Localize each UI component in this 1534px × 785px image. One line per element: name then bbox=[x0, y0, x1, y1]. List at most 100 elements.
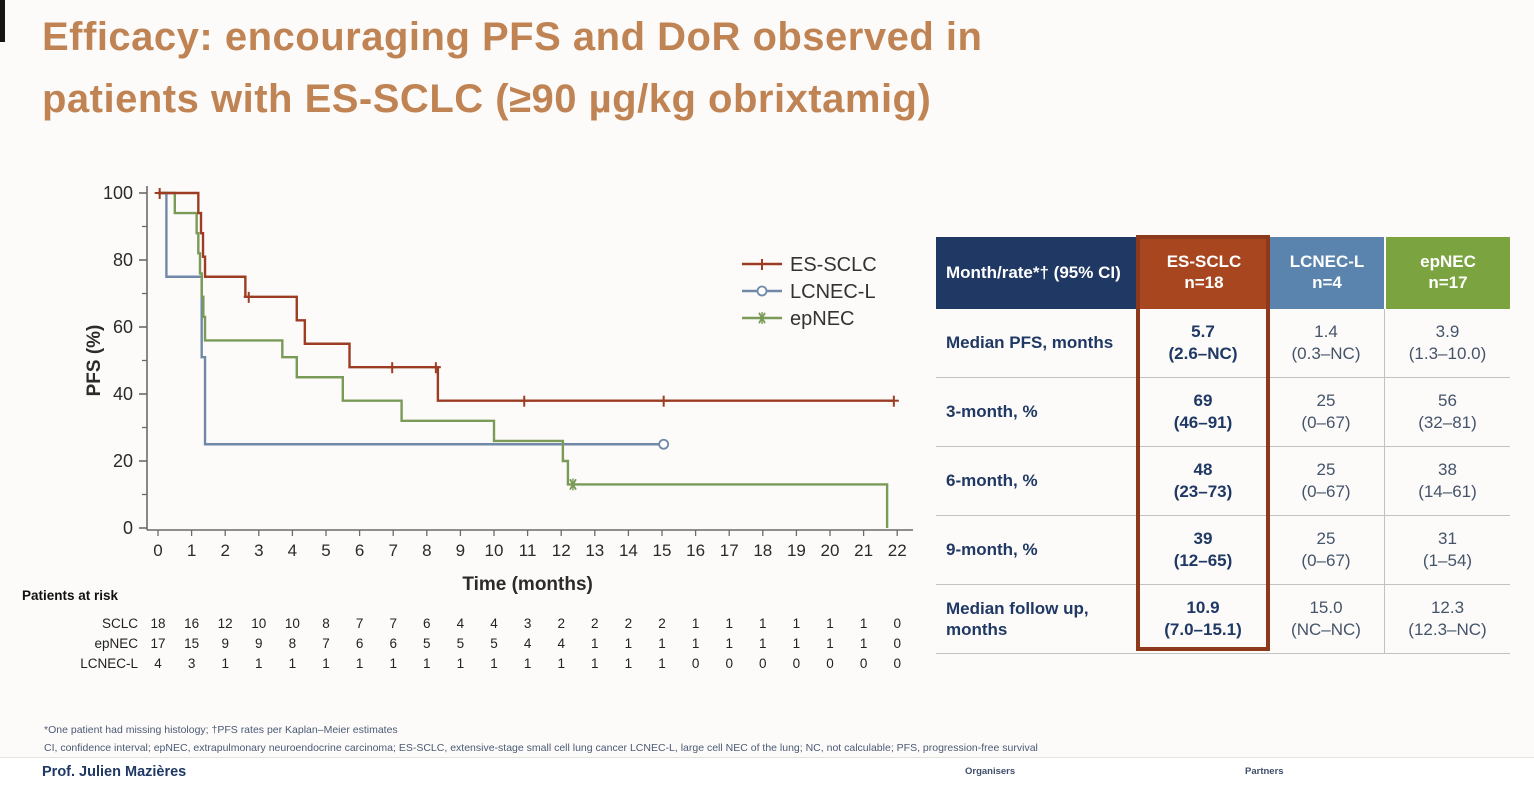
svg-text:1: 1 bbox=[826, 616, 834, 631]
svg-text:6: 6 bbox=[389, 636, 397, 651]
svg-text:22: 22 bbox=[888, 541, 907, 560]
svg-text:7: 7 bbox=[322, 636, 330, 651]
footnotes: *One patient had missing histology; †PFS… bbox=[44, 722, 1494, 758]
svg-text:5: 5 bbox=[457, 636, 465, 651]
svg-text:1: 1 bbox=[423, 656, 431, 671]
svg-text:5: 5 bbox=[490, 636, 498, 651]
svg-text:1: 1 bbox=[255, 656, 263, 671]
svg-text:1: 1 bbox=[692, 616, 700, 631]
svg-text:3: 3 bbox=[254, 541, 263, 560]
patients-at-risk-title: Patients at risk bbox=[22, 588, 119, 603]
svg-text:16: 16 bbox=[686, 541, 705, 560]
svg-text:12: 12 bbox=[552, 541, 571, 560]
legend-label-epnec: epNEC bbox=[790, 308, 854, 330]
x-axis-label: Time (months) bbox=[462, 574, 593, 595]
svg-text:17: 17 bbox=[150, 636, 165, 651]
svg-text:1: 1 bbox=[490, 656, 498, 671]
svg-text:1: 1 bbox=[860, 616, 868, 631]
legend-label-es-sclc: ES-SCLC bbox=[790, 254, 877, 276]
svg-text:15: 15 bbox=[184, 636, 199, 651]
svg-text:1: 1 bbox=[187, 541, 196, 560]
risk-row-label-epnec: epNEC bbox=[94, 636, 138, 651]
svg-text:0: 0 bbox=[860, 656, 868, 671]
svg-text:11: 11 bbox=[519, 541, 537, 560]
svg-text:4: 4 bbox=[457, 616, 465, 631]
svg-text:2: 2 bbox=[625, 616, 633, 631]
svg-text:0: 0 bbox=[153, 541, 162, 560]
svg-text:18: 18 bbox=[150, 616, 165, 631]
svg-text:20: 20 bbox=[113, 451, 133, 471]
svg-text:2: 2 bbox=[658, 616, 666, 631]
presenter-name: Prof. Julien Mazières bbox=[42, 764, 187, 780]
table-header-row: Month/rate*† (95% CI) ES-SCLC n=18 LCNEC… bbox=[936, 237, 1510, 309]
svg-text:100: 100 bbox=[103, 183, 133, 203]
svg-text:1: 1 bbox=[692, 636, 700, 651]
svg-text:1: 1 bbox=[322, 656, 330, 671]
series-epnec bbox=[158, 191, 889, 528]
partners-label: Partners bbox=[1245, 766, 1284, 777]
svg-text:1: 1 bbox=[826, 636, 834, 651]
svg-text:1: 1 bbox=[625, 636, 633, 651]
svg-text:80: 80 bbox=[113, 250, 133, 270]
chart-legend: ES-SCLC LCNEC-L epNEC bbox=[742, 254, 877, 330]
svg-text:8: 8 bbox=[322, 616, 330, 631]
svg-text:12: 12 bbox=[218, 616, 233, 631]
svg-text:21: 21 bbox=[854, 541, 873, 560]
svg-text:8: 8 bbox=[422, 541, 431, 560]
svg-text:0: 0 bbox=[725, 656, 733, 671]
svg-text:6: 6 bbox=[423, 616, 431, 631]
svg-text:18: 18 bbox=[753, 541, 772, 560]
svg-text:1: 1 bbox=[793, 636, 801, 651]
table-header-lcnec-l: LCNEC-L n=4 bbox=[1268, 237, 1384, 309]
svg-text:9: 9 bbox=[255, 636, 263, 651]
slide-title-line1: Efficacy: encouraging PFS and DoR observ… bbox=[42, 15, 983, 59]
svg-text:9: 9 bbox=[456, 541, 465, 560]
svg-text:40: 40 bbox=[113, 384, 133, 404]
svg-text:1: 1 bbox=[591, 636, 599, 651]
svg-text:0: 0 bbox=[692, 656, 700, 671]
risk-row-label-sclc: SCLC bbox=[102, 616, 138, 631]
svg-text:7: 7 bbox=[389, 616, 397, 631]
svg-text:1: 1 bbox=[725, 616, 733, 631]
svg-text:1: 1 bbox=[759, 616, 767, 631]
svg-text:1: 1 bbox=[725, 636, 733, 651]
series-es-sclc bbox=[154, 188, 899, 407]
slide-title-line2: patients with ES-SCLC (≥90 µg/kg obrixta… bbox=[42, 77, 932, 121]
svg-text:0: 0 bbox=[826, 656, 834, 671]
risk-row-label-lcnec-l: LCNEC-L bbox=[80, 656, 138, 671]
svg-text:20: 20 bbox=[821, 541, 840, 560]
svg-text:0: 0 bbox=[123, 518, 133, 538]
footnote-2: CI, confidence interval; epNEC, extrapul… bbox=[44, 741, 1038, 754]
svg-text:0: 0 bbox=[893, 656, 901, 671]
svg-text:2: 2 bbox=[220, 541, 229, 560]
series-lcnec-l bbox=[158, 191, 670, 450]
svg-text:0: 0 bbox=[793, 656, 801, 671]
svg-text:0: 0 bbox=[893, 616, 901, 631]
svg-text:60: 60 bbox=[113, 317, 133, 337]
svg-text:1: 1 bbox=[625, 656, 633, 671]
svg-text:0: 0 bbox=[893, 636, 901, 651]
svg-text:4: 4 bbox=[154, 656, 162, 671]
svg-text:10: 10 bbox=[251, 616, 266, 631]
y-axis-label: PFS (%) bbox=[84, 325, 105, 397]
svg-text:1: 1 bbox=[793, 616, 801, 631]
svg-text:1: 1 bbox=[457, 656, 465, 671]
svg-text:4: 4 bbox=[524, 636, 532, 651]
svg-text:3: 3 bbox=[188, 656, 196, 671]
video-edge-artifact bbox=[0, 0, 5, 42]
svg-text:13: 13 bbox=[585, 541, 604, 560]
svg-text:5: 5 bbox=[423, 636, 431, 651]
svg-text:5: 5 bbox=[321, 541, 330, 560]
svg-text:1: 1 bbox=[221, 656, 229, 671]
svg-text:10: 10 bbox=[285, 616, 300, 631]
svg-text:1: 1 bbox=[524, 656, 532, 671]
svg-text:10: 10 bbox=[485, 541, 504, 560]
table-row-median-follow-up: Median follow up, months 10.9 (7.0–15.1) … bbox=[936, 585, 1510, 654]
svg-text:6: 6 bbox=[356, 636, 364, 651]
table-row-9-month: 9-month, % 39 (12–65) 25 (0–67) 31 (1–54) bbox=[936, 516, 1510, 585]
svg-text:2: 2 bbox=[591, 616, 599, 631]
table-header-epnec: epNEC n=17 bbox=[1384, 237, 1510, 309]
